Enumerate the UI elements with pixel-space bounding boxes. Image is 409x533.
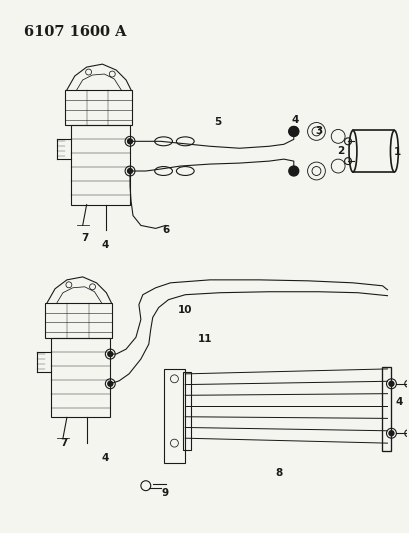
Text: 4: 4 — [395, 397, 402, 407]
Text: 11: 11 — [197, 334, 212, 344]
Circle shape — [388, 381, 393, 386]
Bar — [163, 369, 185, 463]
Bar — [381, 367, 391, 451]
Ellipse shape — [176, 166, 194, 175]
Ellipse shape — [154, 166, 172, 175]
Circle shape — [288, 126, 298, 136]
Bar — [65, 90, 132, 125]
Bar — [45, 303, 112, 338]
Circle shape — [288, 166, 298, 176]
Circle shape — [108, 352, 112, 357]
Text: 1: 1 — [393, 147, 400, 157]
Circle shape — [127, 168, 132, 173]
Ellipse shape — [154, 137, 172, 146]
Text: 2: 2 — [337, 146, 344, 156]
Ellipse shape — [176, 137, 194, 146]
Text: 8: 8 — [275, 468, 282, 478]
Bar — [71, 125, 130, 205]
Text: 6107 1600 A: 6107 1600 A — [25, 25, 127, 38]
Text: 9: 9 — [162, 488, 169, 498]
Text: 5: 5 — [213, 117, 221, 126]
Text: 10: 10 — [178, 304, 192, 314]
Text: 4: 4 — [101, 240, 109, 250]
Ellipse shape — [348, 131, 356, 172]
Bar — [51, 338, 110, 417]
Circle shape — [108, 381, 112, 386]
Bar — [352, 131, 393, 172]
Circle shape — [291, 129, 296, 134]
Text: 3: 3 — [314, 126, 321, 136]
Text: 6: 6 — [162, 225, 169, 236]
Ellipse shape — [389, 131, 398, 172]
Bar — [183, 372, 191, 450]
Circle shape — [388, 431, 393, 435]
Circle shape — [127, 139, 132, 144]
Text: 4: 4 — [290, 115, 298, 125]
Text: 7: 7 — [60, 438, 67, 448]
Text: 4: 4 — [101, 453, 109, 463]
Text: 7: 7 — [81, 233, 88, 243]
